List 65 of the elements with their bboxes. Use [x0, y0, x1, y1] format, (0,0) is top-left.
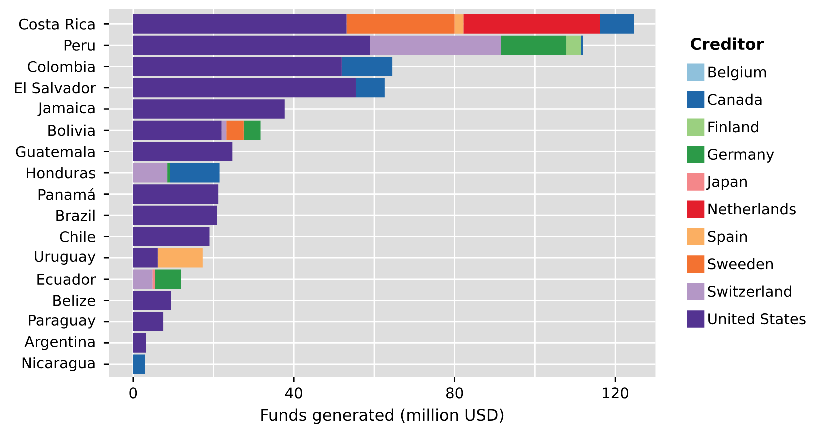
bar [133, 334, 146, 353]
x-tick-label: 0 [130, 388, 138, 399]
bar [133, 227, 210, 247]
legend-label: Spain [708, 230, 748, 246]
bar [133, 142, 233, 162]
legend-label: Germany [708, 149, 774, 163]
y-tick-label: Jamaica [38, 102, 95, 116]
y-tick-label: El Salvador [15, 82, 96, 94]
bar [158, 248, 203, 268]
x-tick-label: 40 [286, 388, 302, 399]
bar [133, 78, 356, 98]
y-tick-label: Argentina [24, 336, 95, 350]
bar [133, 270, 153, 290]
x-tick-label: 120 [603, 388, 629, 399]
bar [133, 248, 158, 268]
bar [356, 78, 385, 98]
bar [464, 14, 600, 34]
bar [133, 57, 342, 76]
x-tick-label: 80 [446, 388, 464, 399]
y-tick-label: Paraguay [29, 315, 96, 329]
y-tick-label: Uruguay [35, 251, 96, 266]
y-tick-label: Ecuador [38, 274, 96, 286]
legend-label: Japan [706, 176, 747, 190]
x-axis-title: Funds generated (million USD) [262, 408, 504, 424]
bar [600, 14, 634, 34]
y-tick-label: Brazil [56, 210, 95, 222]
bar [244, 120, 261, 140]
bar [346, 14, 455, 34]
y-tick-label: Chile [60, 231, 96, 243]
legend-label: Finland [708, 121, 758, 133]
bar [152, 270, 156, 290]
bar [133, 206, 218, 226]
y-tick-label: Panamá [38, 188, 95, 200]
bar [168, 163, 170, 183]
bar [454, 14, 464, 34]
bar [501, 36, 567, 56]
legend-label: Canada [708, 94, 762, 106]
bar [133, 36, 370, 56]
y-tick-label: Nicaragua [22, 357, 95, 372]
bar [566, 36, 582, 56]
y-tick-label: Belize [54, 295, 96, 306]
legend-label: Belgium [708, 66, 766, 81]
bar [226, 120, 244, 140]
bar [133, 184, 219, 204]
bar [133, 163, 168, 183]
bar [156, 270, 182, 290]
y-tick-label: Bolivia [48, 124, 95, 136]
bar [222, 120, 227, 140]
bar [342, 57, 393, 76]
y-tick-label: Costa Rica [19, 18, 95, 30]
y-tick-label: Honduras [27, 167, 96, 179]
y-tick-label: Guatemala [16, 146, 95, 158]
legend-label: Switzerland [708, 286, 792, 298]
legend-title: Creditor [691, 38, 764, 50]
bar [370, 36, 502, 56]
y-tick-label: Colombia [28, 61, 95, 73]
legend-label: United States [708, 313, 806, 325]
legend-label: Netherlands [708, 203, 796, 215]
bar [133, 120, 222, 140]
legend-label: Sweeden [708, 258, 774, 270]
y-tick-label: Peru [64, 40, 95, 52]
bar [170, 163, 220, 183]
bar [133, 354, 146, 374]
bar [133, 100, 285, 120]
bar [133, 14, 347, 34]
